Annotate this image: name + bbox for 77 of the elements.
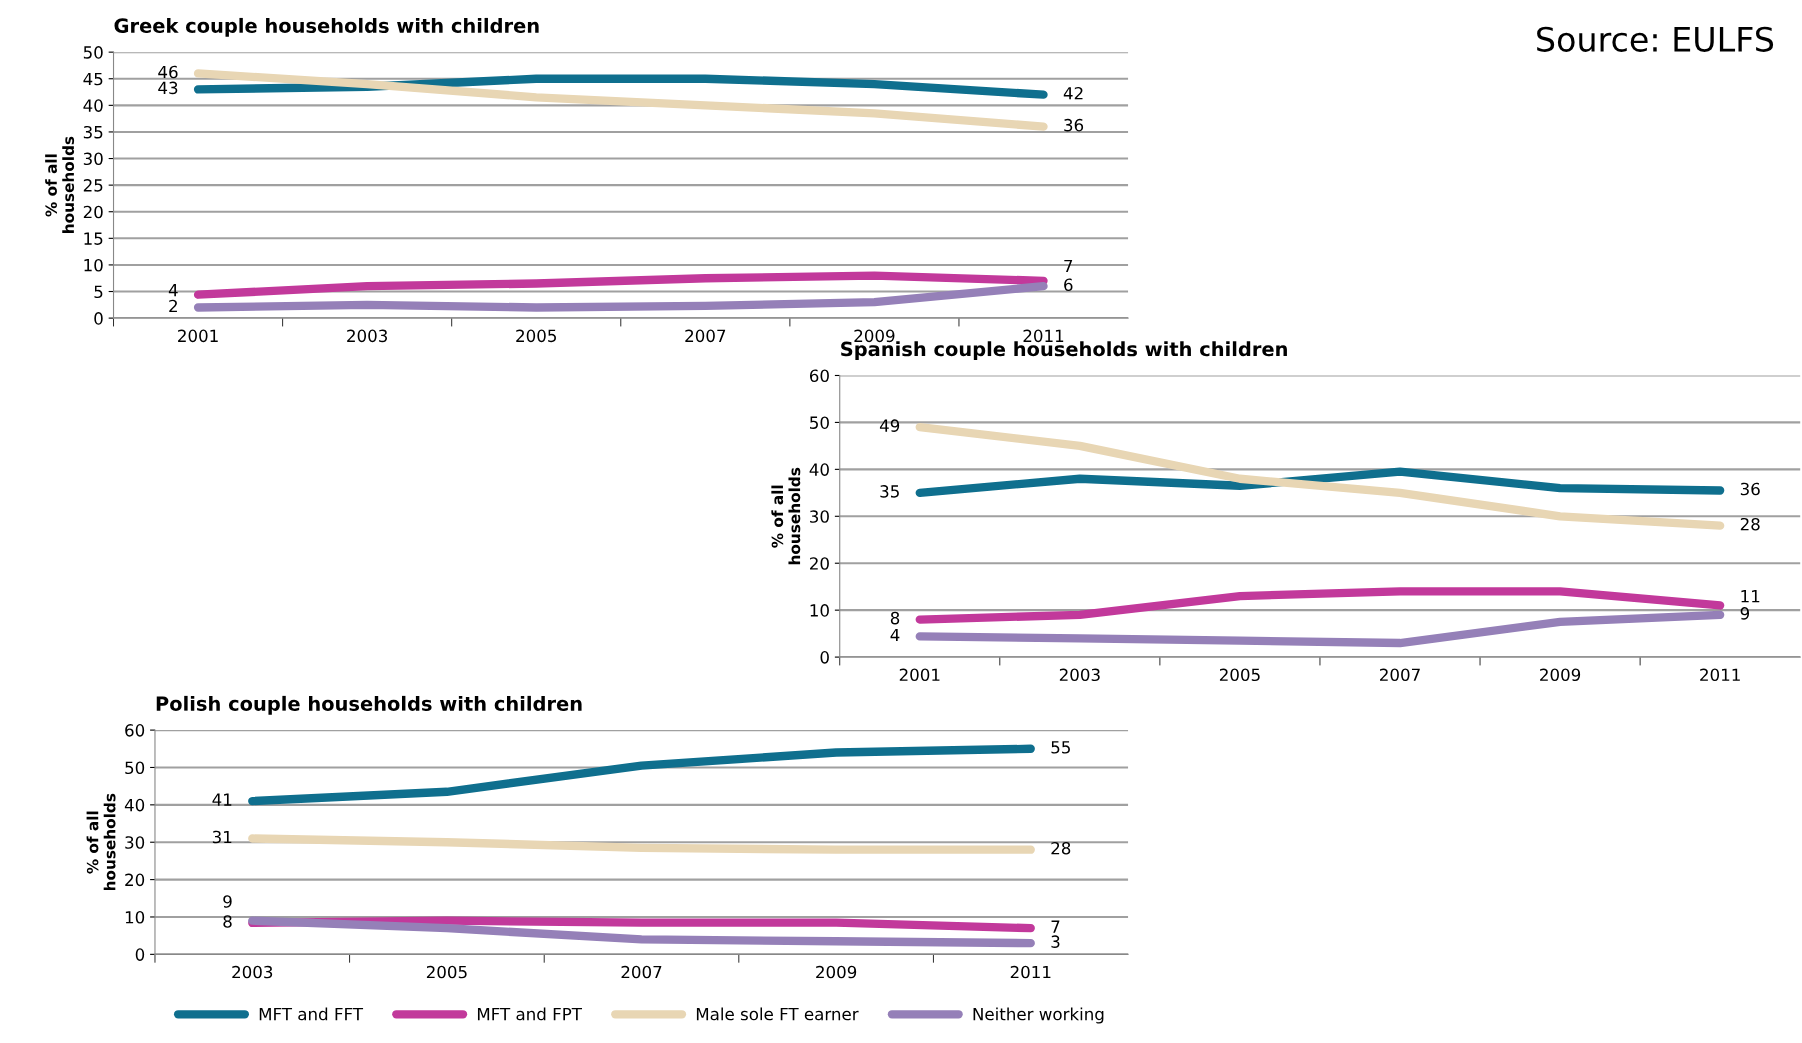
- x-tick-label: 2003: [1059, 668, 1100, 682]
- x-tick-label: 2005: [426, 965, 467, 979]
- legend-label: MFT and FPT: [477, 1007, 583, 1021]
- y-tick-label: 40: [809, 463, 829, 476]
- y-tick-label: 10: [84, 258, 103, 272]
- y-axis-title: % of all households: [771, 467, 801, 565]
- x-tick-label: 2007: [1380, 668, 1420, 682]
- data-label: 8: [890, 611, 900, 625]
- x-tick-label: 2009: [816, 965, 857, 979]
- data-label: 3: [1051, 935, 1060, 948]
- data-label: 28: [1051, 841, 1071, 855]
- chart-title: Greek couple households with children: [114, 17, 539, 37]
- y-tick-label: 50: [83, 46, 103, 59]
- data-label: 36: [1740, 482, 1760, 496]
- source-note: Source: EULFS: [1537, 26, 1774, 52]
- data-label: 35: [880, 485, 899, 498]
- x-tick-label: 2011: [1010, 965, 1051, 979]
- data-label: 46: [158, 65, 178, 79]
- y-tick-label: 25: [83, 179, 103, 192]
- y-tick-label: 5: [94, 285, 103, 299]
- y-tick-label: 20: [810, 557, 829, 570]
- y-tick-label: 50: [125, 761, 145, 775]
- data-label: 41: [212, 793, 232, 806]
- y-tick-label: 40: [124, 798, 145, 812]
- data-label: 9: [1740, 607, 1750, 620]
- y-tick-label: 60: [809, 369, 829, 383]
- y-tick-label: 10: [125, 910, 145, 924]
- chart-title: Spanish couple households with children: [841, 341, 1287, 361]
- x-tick-label: 2001: [178, 329, 218, 343]
- y-tick-label: 50: [810, 416, 829, 429]
- data-label: 4: [890, 628, 900, 642]
- y-tick-label: 35: [83, 125, 103, 139]
- y-tick-label: 30: [125, 836, 145, 849]
- y-tick-label: 60: [125, 724, 145, 737]
- y-axis-title: % of all households: [45, 136, 75, 234]
- data-label: 11: [1741, 590, 1760, 603]
- data-label: 55: [1051, 741, 1070, 754]
- x-tick-label: 2003: [347, 329, 388, 343]
- data-label: 7: [1051, 920, 1060, 933]
- data-label: 2: [169, 299, 177, 313]
- chart-title: Polish couple households with children: [156, 695, 582, 715]
- data-label: 31: [212, 830, 232, 844]
- data-label: 36: [1064, 118, 1084, 132]
- x-tick-label: 2007: [685, 329, 726, 343]
- y-tick-label: 20: [125, 873, 145, 887]
- y-tick-label: 15: [84, 232, 103, 245]
- data-label: 7: [1064, 259, 1073, 273]
- x-tick-label: 2009: [1540, 668, 1581, 682]
- y-axis-title: % of all households: [86, 793, 116, 891]
- y-tick-label: 0: [135, 948, 145, 961]
- x-tick-label: 2009: [854, 329, 895, 343]
- x-tick-label: 2003: [232, 965, 273, 979]
- data-label: 49: [879, 419, 900, 432]
- x-tick-label: 2001: [899, 668, 940, 682]
- y-tick-label: 45: [83, 72, 103, 86]
- x-tick-label: 2011: [1700, 668, 1740, 682]
- y-tick-label: 20: [83, 205, 103, 219]
- legend-label: MFT and FFT: [259, 1007, 364, 1021]
- data-label: 42: [1063, 86, 1083, 100]
- data-label: 43: [158, 81, 178, 95]
- x-tick-label: 2007: [621, 965, 662, 979]
- data-label: 4: [168, 284, 178, 297]
- data-label: 6: [1064, 278, 1073, 292]
- legend-label: Male sole FT earner: [696, 1007, 859, 1021]
- y-tick-label: 30: [810, 510, 829, 523]
- y-tick-label: 40: [83, 99, 103, 112]
- x-tick-label: 2011: [1023, 329, 1064, 343]
- legend-label: Neither working: [973, 1007, 1104, 1024]
- y-tick-label: 0: [94, 312, 103, 325]
- data-label: 8: [223, 915, 232, 928]
- x-tick-label: 2005: [516, 329, 556, 343]
- y-tick-label: 30: [83, 152, 103, 166]
- y-tick-label: 0: [820, 651, 829, 664]
- x-tick-label: 2005: [1219, 668, 1260, 682]
- data-label: 28: [1740, 517, 1760, 531]
- data-label: 9: [223, 895, 232, 908]
- y-tick-label: 10: [810, 604, 829, 617]
